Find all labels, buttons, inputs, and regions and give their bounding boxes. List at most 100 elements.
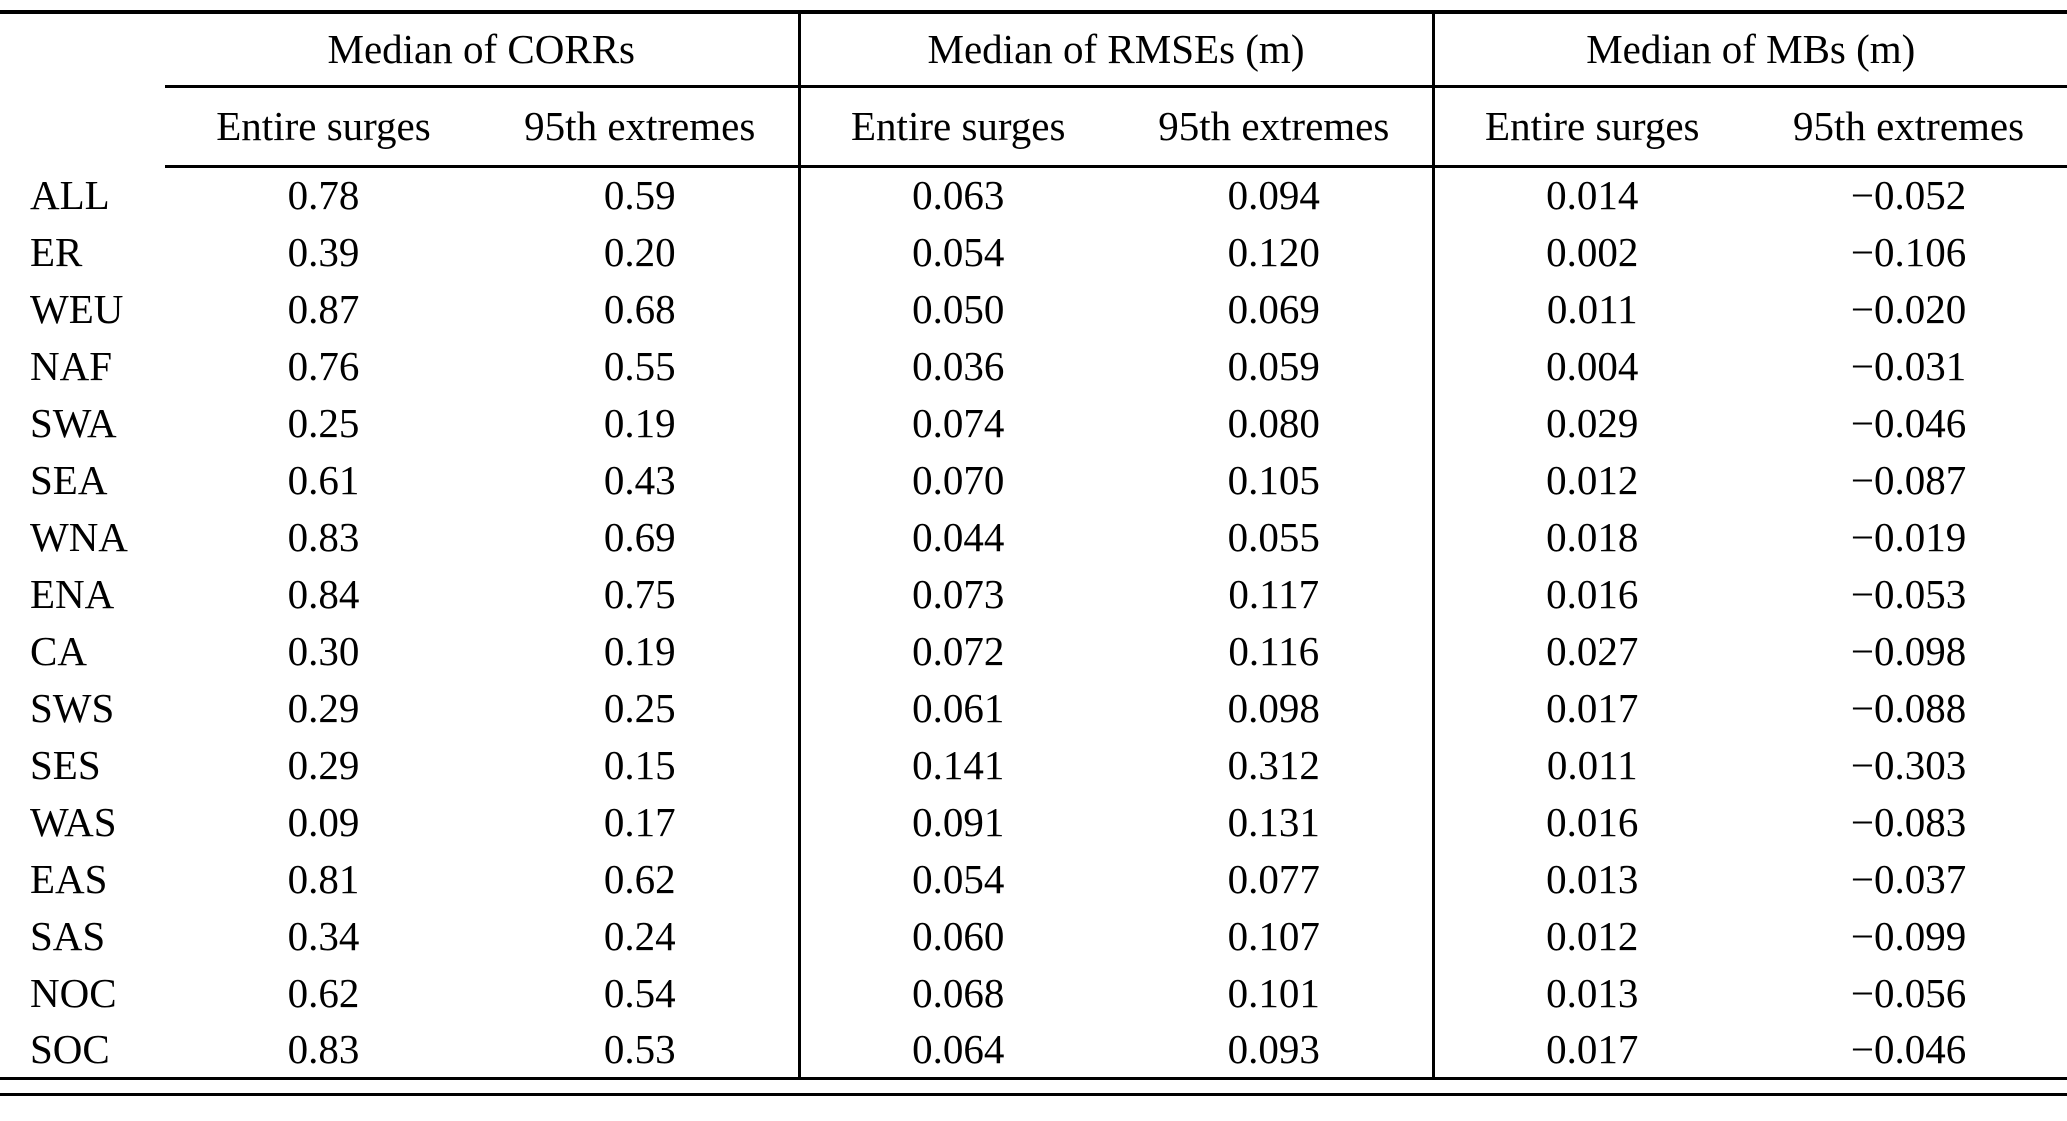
table-row: SWS 0.29 0.25 0.061 0.098 0.017 −0.088	[0, 679, 2067, 736]
table-row: SAS 0.34 0.24 0.060 0.107 0.012 −0.099	[0, 907, 2067, 964]
value-cell: 0.55	[603, 342, 676, 389]
row-label: SOC	[30, 1025, 110, 1072]
surge-statistics-table: Median of CORRs Median of RMSEs (m) Medi…	[0, 10, 2067, 1080]
row-label: ALL	[30, 171, 110, 218]
value-cell: 0.044	[797, 508, 1116, 565]
value-cell: 0.013	[1431, 964, 1751, 1021]
value-cell: 0.29	[287, 684, 360, 731]
value-cell: 0.53	[603, 1025, 676, 1072]
value-cell: 0.011	[1431, 736, 1751, 793]
table-row: SWA 0.25 0.19 0.074 0.080 0.029 −0.046	[0, 394, 2067, 451]
value-cell: 0.39	[287, 228, 360, 275]
value-cell: 0.073	[797, 565, 1116, 622]
value-cell: 0.016	[1431, 565, 1751, 622]
table-row: SEA 0.61 0.43 0.070 0.105 0.012 −0.087	[0, 451, 2067, 508]
value-cell: 0.19	[603, 399, 676, 446]
value-cell: 0.014	[1431, 166, 1751, 223]
value-cell: 0.018	[1431, 508, 1751, 565]
table-row: CA 0.30 0.19 0.072 0.116 0.027 −0.098	[0, 622, 2067, 679]
value-cell: 0.25	[603, 684, 676, 731]
table-row: ER 0.39 0.20 0.054 0.120 0.002 −0.106	[0, 223, 2067, 280]
value-cell: 0.012	[1431, 451, 1751, 508]
table-row: NAF 0.76 0.55 0.036 0.059 0.004 −0.031	[0, 337, 2067, 394]
row-label: CA	[30, 627, 87, 674]
value-cell: 0.072	[797, 622, 1116, 679]
value-cell: 0.061	[797, 679, 1116, 736]
row-label: SEA	[30, 456, 108, 503]
table-row: ALL 0.78 0.59 0.063 0.094 0.014 −0.052	[0, 166, 2067, 223]
value-cell: −0.099	[1850, 912, 1967, 959]
value-cell: 0.055	[1227, 513, 1320, 560]
value-cell: 0.25	[287, 399, 360, 446]
value-cell: −0.098	[1850, 627, 1967, 674]
value-cell: 0.20	[603, 228, 676, 275]
value-cell: 0.060	[797, 907, 1116, 964]
value-cell: 0.013	[1431, 850, 1751, 907]
row-label: SWA	[30, 399, 117, 446]
value-cell: 0.75	[603, 570, 676, 617]
group-header-corrs: Median of CORRs	[165, 12, 799, 88]
value-cell: −0.056	[1850, 969, 1967, 1016]
value-cell: 0.069	[1227, 285, 1320, 332]
value-cell: 0.15	[603, 741, 676, 788]
table-header: Median of CORRs Median of RMSEs (m) Medi…	[0, 12, 2067, 168]
value-cell: 0.29	[287, 741, 360, 788]
value-cell: 0.054	[797, 850, 1116, 907]
value-cell: 0.87	[287, 285, 360, 332]
row-label: SES	[30, 741, 101, 788]
sub-header-row: Entire surges 95th extremes Entire surge…	[0, 86, 2067, 168]
value-cell: −0.053	[1850, 570, 1967, 617]
value-cell: −0.019	[1850, 513, 1967, 560]
value-cell: 0.312	[1227, 741, 1320, 788]
value-cell: 0.105	[1227, 456, 1320, 503]
value-cell: 0.059	[1227, 342, 1320, 389]
table-row: NOC 0.62 0.54 0.068 0.101 0.013 −0.056	[0, 964, 2067, 1021]
group-header-mbs: Median of MBs (m)	[1431, 12, 2067, 88]
row-label: WEU	[30, 285, 124, 332]
row-label: WAS	[30, 798, 117, 845]
value-cell: 0.011	[1431, 280, 1751, 337]
value-cell: 0.029	[1431, 394, 1751, 451]
value-cell: 0.017	[1431, 679, 1751, 736]
value-cell: 0.131	[1227, 798, 1320, 845]
table-row: WEU 0.87 0.68 0.050 0.069 0.011 −0.020	[0, 280, 2067, 337]
value-cell: 0.83	[287, 513, 360, 560]
value-cell: 0.093	[1227, 1025, 1320, 1072]
value-cell: 0.24	[603, 912, 676, 959]
value-cell: 0.34	[287, 912, 360, 959]
sub-header-rmses-extremes: 95th extremes	[1116, 86, 1434, 168]
row-label: SWS	[30, 684, 115, 731]
value-cell: 0.012	[1431, 907, 1751, 964]
value-cell: 0.61	[287, 456, 360, 503]
row-label: NAF	[30, 342, 113, 389]
value-cell: 0.070	[797, 451, 1116, 508]
value-cell: 0.117	[1228, 570, 1320, 617]
value-cell: 0.19	[603, 627, 676, 674]
sub-header-rmses-entire: Entire surges	[797, 86, 1116, 168]
value-cell: 0.004	[1431, 337, 1751, 394]
value-cell: 0.107	[1227, 912, 1320, 959]
table-row: EAS 0.81 0.62 0.054 0.077 0.013 −0.037	[0, 850, 2067, 907]
value-cell: 0.76	[287, 342, 360, 389]
value-cell: 0.116	[1228, 627, 1320, 674]
value-cell: −0.087	[1850, 456, 1967, 503]
table-row: ENA 0.84 0.75 0.073 0.117 0.016 −0.053	[0, 565, 2067, 622]
value-cell: −0.052	[1850, 172, 1967, 219]
value-cell: −0.303	[1850, 741, 1967, 788]
value-cell: 0.094	[1227, 172, 1320, 219]
value-cell: 0.017	[1431, 1021, 1751, 1078]
value-cell: 0.077	[1227, 855, 1320, 902]
row-label: EAS	[30, 855, 108, 902]
value-cell: −0.046	[1850, 1025, 1967, 1072]
value-cell: 0.68	[603, 285, 676, 332]
value-cell: −0.037	[1850, 855, 1967, 902]
value-cell: 0.120	[1227, 228, 1320, 275]
value-cell: 0.074	[797, 394, 1116, 451]
value-cell: −0.046	[1850, 399, 1967, 446]
row-label: ER	[30, 228, 83, 275]
value-cell: 0.69	[603, 513, 676, 560]
value-cell: −0.031	[1850, 342, 1967, 389]
table-row: WAS 0.09 0.17 0.091 0.131 0.016 −0.083	[0, 793, 2067, 850]
value-cell: −0.083	[1850, 798, 1967, 845]
